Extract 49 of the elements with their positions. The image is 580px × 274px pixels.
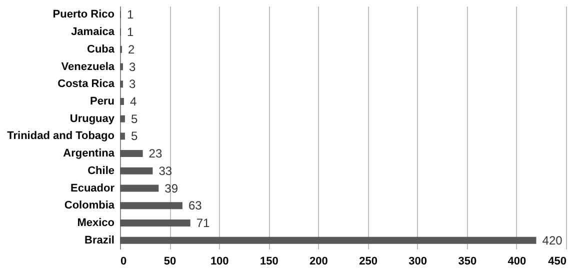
y-tick-label: Uruguay — [70, 112, 116, 125]
data-label: 5 — [130, 129, 138, 144]
y-tick-label: Cuba — [87, 43, 116, 56]
x-tick-label: 200 — [310, 256, 328, 268]
x-tick-label: 300 — [408, 256, 428, 268]
y-tick-label: Puerto Rico — [52, 8, 115, 21]
data-label: 3 — [128, 60, 136, 74]
y-tick-label: Jamaica — [71, 26, 116, 38]
y-tick-label: Chile — [88, 164, 114, 177]
y-tick-label: Brazil — [84, 234, 114, 246]
x-tick-label: 400 — [508, 256, 526, 268]
y-tick-label: Venezuela — [61, 60, 116, 73]
x-tick-label: 50 — [164, 256, 176, 268]
bar — [120, 80, 123, 88]
data-label: 33 — [158, 164, 172, 178]
y-tick-label: Colombia — [64, 200, 116, 212]
y-tick-label: Argentina — [63, 148, 116, 160]
data-label: 1 — [126, 8, 134, 22]
y-tick-label: Costa Rica — [58, 78, 116, 90]
bar — [120, 184, 159, 192]
x-tick-label: 250 — [359, 256, 378, 268]
x-tick-label: 350 — [458, 256, 477, 268]
bar — [120, 219, 190, 226]
data-label: 63 — [188, 198, 202, 213]
bar — [120, 132, 125, 140]
data-label: 1 — [126, 25, 134, 40]
data-label: 2 — [128, 42, 135, 56]
y-tick-label: Peru — [90, 95, 114, 108]
x-tick-label: 0 — [120, 256, 127, 268]
bar — [120, 236, 536, 244]
y-tick-label: Mexico — [77, 216, 115, 229]
bar — [120, 115, 125, 122]
bar — [120, 63, 123, 70]
bar — [120, 98, 124, 105]
x-tick-label: 450 — [548, 256, 566, 268]
x-tick-label: 100 — [210, 256, 229, 268]
bar — [120, 202, 182, 210]
y-tick-label: Trinidad and Tobago — [7, 130, 115, 142]
x-tick-label: 150 — [260, 256, 278, 268]
bar — [120, 167, 153, 174]
data-label: 5 — [130, 112, 138, 126]
data-label: 71 — [196, 216, 210, 230]
data-label: 3 — [128, 77, 136, 92]
data-label: 23 — [148, 146, 162, 161]
data-label: 4 — [130, 94, 137, 108]
data-label: 39 — [164, 181, 178, 196]
data-label: 420 — [542, 233, 563, 248]
bar — [120, 150, 143, 158]
y-tick-label: Ecuador — [70, 182, 116, 194]
